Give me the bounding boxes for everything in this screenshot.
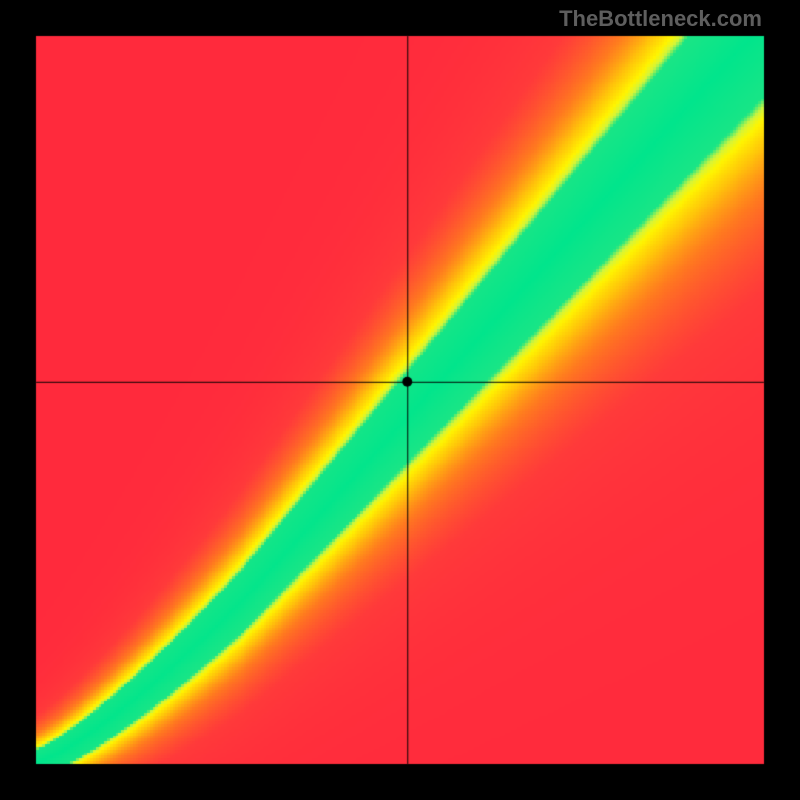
crosshair-overlay <box>0 0 800 800</box>
watermark-text: TheBottleneck.com <box>559 6 762 32</box>
chart-root: { "canvas": { "width": 800, "height": 80… <box>0 0 800 800</box>
